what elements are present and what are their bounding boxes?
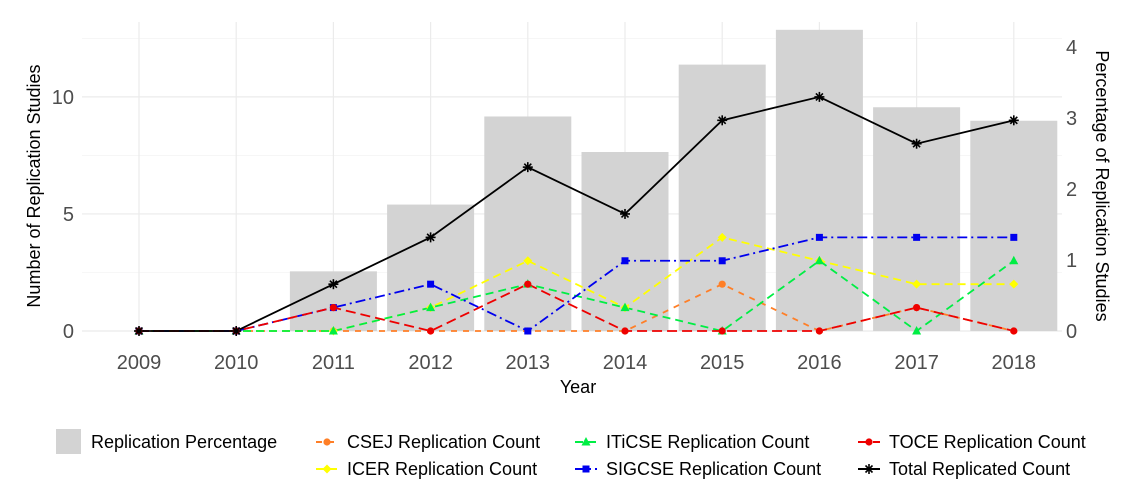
data-point [620,208,630,219]
y-right-tick-label: 1 [1066,250,1077,272]
series-line [139,283,1015,332]
data-point [815,233,823,241]
x-tick-label: 2015 [700,352,745,374]
data-point [1009,279,1019,289]
data-point [524,327,532,335]
data-point [1010,233,1018,241]
data-point [134,326,144,336]
legend-label: ICER Replication Count [347,459,537,479]
data-point [864,464,874,474]
data-point [427,327,435,335]
y-right-tick-label: 3 [1066,108,1077,130]
data-point [911,138,922,149]
y-right-axis-ticks: 0 1 2 3 4 [1066,37,1077,343]
data-point [717,232,727,242]
y-left-tick-label: 10 [52,87,74,109]
data-point [425,232,436,243]
data-point [913,303,921,312]
y-right-tick-label: 0 [1066,321,1077,343]
bar [970,120,1058,331]
legend-label: TOCE Replication Count [889,432,1086,452]
data-point [231,326,242,336]
data-point [328,326,338,335]
data-point [718,327,726,335]
data-point [865,438,873,446]
legend-label: ITiCSE Replication Count [606,432,809,452]
x-axis-ticks: 2009 2010 2011 2012 2013 2014 2015 2016 2017 2018 [117,352,1036,374]
series-line [139,236,1014,333]
legend-label: CSEJ Replication Count [347,432,540,452]
legend-swatch-bar [56,429,81,454]
x-tick-label: 2012 [408,352,453,374]
data-point [522,162,533,173]
data-point [426,302,436,312]
legend-label: Total Replicated Count [889,459,1070,479]
x-tick-label: 2016 [797,352,842,374]
data-point [718,257,726,265]
y-right-axis-label: Percentage of Replication Studies [1092,50,1112,321]
series-lines [134,91,1019,336]
legend-label: Replication Percentage [91,432,277,452]
data-point [814,255,824,265]
data-point [718,280,726,288]
y-right-tick-label: 4 [1066,37,1077,59]
data-point [1010,327,1018,335]
data-point [621,257,629,265]
data-point [329,303,337,312]
y-left-tick-label: 0 [63,321,74,343]
data-point [814,91,825,102]
y-left-axis-ticks: 0 5 10 [52,87,74,343]
data-point [913,233,921,241]
data-point [582,465,590,473]
x-tick-label: 2014 [603,352,648,374]
x-axis-label: Year [560,377,596,397]
data-point [581,437,591,446]
bar [678,64,766,331]
bar [484,116,572,331]
x-tick-label: 2017 [894,352,939,374]
data-point [912,326,922,335]
data-point [621,327,629,335]
bar [581,151,669,331]
x-tick-label: 2018 [992,352,1037,374]
data-point [322,464,332,474]
x-tick-label: 2013 [506,352,551,374]
data-point [427,280,435,288]
data-point [328,279,339,290]
legend: Replication Percentage CSEJ Replication C… [56,429,1086,479]
data-point [1009,255,1019,265]
data-point [717,115,728,126]
series-line [139,95,1015,332]
data-point [1008,115,1019,126]
x-tick-label: 2010 [214,352,259,374]
data-point [523,256,533,266]
data-point [524,280,532,288]
x-tick-label: 2011 [312,352,355,374]
data-point [620,302,630,312]
x-tick-label: 2009 [117,352,162,374]
data-point [912,279,922,289]
y-left-tick-label: 5 [63,204,74,226]
y-left-axis-label: Number of Replication Studies [24,64,44,307]
legend-label: SIGCSE Replication Count [606,459,821,479]
bar [775,29,863,332]
data-point [815,327,824,335]
y-right-tick-label: 2 [1066,179,1077,201]
bars [289,29,1058,332]
data-point [323,438,331,446]
